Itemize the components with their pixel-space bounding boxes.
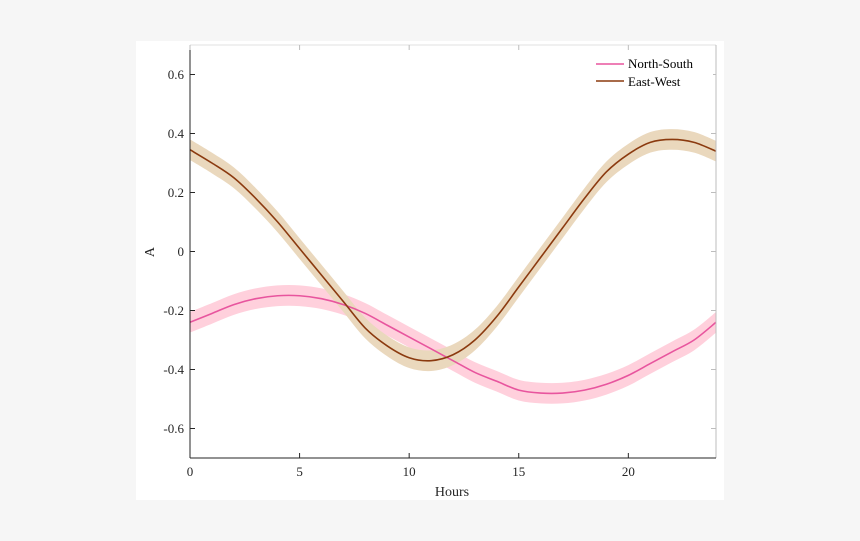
band-east-west — [190, 129, 716, 372]
y-tick-label: 0 — [178, 244, 185, 259]
figure-panel: 0 5 10 15 20 -0.6 -0.4 -0.2 0 0.2 0.4 0.6 Hours A N… — [136, 41, 724, 500]
y-axis-label: A — [143, 246, 158, 257]
x-tick-label: 10 — [403, 464, 416, 479]
y-tick-label: 0.6 — [168, 67, 185, 82]
legend-box — [591, 52, 713, 94]
series-lines — [189, 138, 717, 395]
legend: North-South East-West — [591, 52, 713, 94]
y-tick-label: 0.2 — [168, 185, 184, 200]
x-tick-label: 20 — [622, 464, 635, 479]
y-tick-label: -0.4 — [163, 362, 184, 377]
y-tick-label: -0.2 — [163, 303, 184, 318]
x-tick-label: 15 — [512, 464, 525, 479]
line-chart: 0 5 10 15 20 -0.6 -0.4 -0.2 0 0.2 0.4 0.6 Hours A N… — [143, 44, 717, 500]
legend-label-north-south: North-South — [628, 56, 694, 71]
y-tick-label: -0.6 — [163, 421, 184, 436]
legend-label-east-west: East-West — [628, 74, 681, 89]
line-east-west — [189, 138, 717, 362]
ticks: 0 5 10 15 20 -0.6 -0.4 -0.2 0 0.2 0.4 0.6 — [163, 45, 716, 479]
plot-area — [190, 45, 716, 458]
band-north-south — [190, 285, 716, 404]
confidence-bands — [190, 129, 716, 404]
x-axis-label: Hours — [435, 485, 469, 500]
x-tick-label: 5 — [296, 464, 303, 479]
y-tick-label: 0.4 — [168, 126, 185, 141]
line-north-south — [189, 294, 717, 395]
x-tick-label: 0 — [187, 464, 194, 479]
